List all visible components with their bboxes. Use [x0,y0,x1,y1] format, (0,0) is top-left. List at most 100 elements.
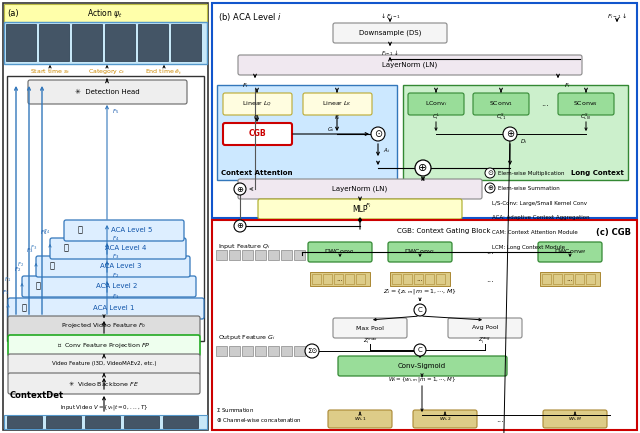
FancyBboxPatch shape [238,55,582,75]
Bar [216,346,227,356]
Text: Linear $L_K$: Linear $L_K$ [322,100,352,108]
Text: DWConv$_1$: DWConv$_1$ [324,248,356,256]
Bar [212,3,637,218]
Bar [242,250,253,260]
Text: Start time $s_t$: Start time $s_t$ [30,68,70,77]
FancyBboxPatch shape [238,179,482,199]
Text: $w_{i,M}$: $w_{i,M}$ [568,415,582,423]
Bar [323,274,332,284]
FancyBboxPatch shape [8,373,200,394]
FancyBboxPatch shape [50,238,186,259]
Text: 🔥: 🔥 [49,262,54,271]
Bar [212,220,637,430]
Text: ...: ... [486,248,494,256]
Text: $F_4$: $F_4$ [43,228,50,236]
Bar [7,76,204,341]
Bar [540,272,600,286]
Text: 🔥: 🔥 [63,243,68,252]
Text: ⊕: ⊕ [419,163,428,173]
Text: $Z_i^{max}$: $Z_i^{max}$ [363,336,378,346]
Text: Input Feature $Q_i$: Input Feature $Q_i$ [218,242,270,251]
Text: $F_1$: $F_1$ [4,275,11,284]
Bar [403,274,412,284]
Bar [553,274,562,284]
Text: ...: ... [417,276,424,282]
Bar [356,274,365,284]
Text: ACA Level 2: ACA Level 2 [96,283,138,289]
FancyBboxPatch shape [28,80,187,104]
Circle shape [485,183,495,193]
FancyBboxPatch shape [308,242,372,262]
Text: 🔥: 🔥 [35,281,40,291]
Bar [255,346,266,356]
Text: ACA: Adaptive Context Aggregation: ACA: Adaptive Context Aggregation [492,216,589,220]
Text: ContextDet: ContextDet [10,391,64,400]
Bar [575,274,584,284]
Bar [281,346,292,356]
Bar [586,274,595,284]
Bar [216,250,227,260]
Text: $\Sigma$ Summation: $\Sigma$ Summation [216,406,254,414]
Text: Elem-wise Summation: Elem-wise Summation [498,185,560,191]
Text: ⊕: ⊕ [506,129,514,139]
Bar [4,22,207,64]
Text: $K_i$: $K_i$ [333,113,340,123]
Text: Input Video $V=\{v_t|t=0,...,T\}$: Input Video $V=\{v_t|t=0,...,T\}$ [60,404,148,413]
Text: DWConv$_M$: DWConv$_M$ [554,248,586,256]
Text: Video Feature (I3D, VideoMAEv2, etc.): Video Feature (I3D, VideoMAEv2, etc.) [52,362,156,366]
Text: Output Feature $G_i$: Output Feature $G_i$ [218,333,276,343]
Text: $R_i$: $R_i$ [420,175,426,184]
Text: $F_{i-1}\downarrow$: $F_{i-1}\downarrow$ [607,11,627,21]
Text: $C_{i,1}^S$: $C_{i,1}^S$ [495,112,506,122]
Text: Context Attention: Context Attention [221,170,292,176]
Text: ...: ... [486,275,494,284]
FancyBboxPatch shape [223,123,292,145]
FancyBboxPatch shape [448,318,522,338]
Text: $F_i$: $F_i$ [564,81,571,90]
Bar [229,346,240,356]
Text: $A_i$: $A_i$ [383,146,390,155]
Text: Conv-Sigmoid: Conv-Sigmoid [398,363,446,369]
FancyBboxPatch shape [36,256,190,277]
Text: $W_i=\{w_{i,m}\,|\,m=1,\cdots,M\}$: $W_i=\{w_{i,m}\,|\,m=1,\cdots,M\}$ [388,375,456,385]
Text: CAM: Context Attention Module: CAM: Context Attention Module [492,230,578,236]
Text: $Q_i$: $Q_i$ [253,113,260,123]
Circle shape [485,168,495,178]
Text: $F_3$: $F_3$ [30,243,37,252]
Text: $Z_i=\{z_{i,m}\,|\,m=1,\cdots,M\}$: $Z_i=\{z_{i,m}\,|\,m=1,\cdots,M\}$ [383,288,457,297]
Text: End time $\hat{e}_t$: End time $\hat{e}_t$ [145,67,183,77]
FancyBboxPatch shape [333,23,447,43]
Bar [163,416,198,428]
Text: L/S-Conv: Large/Small Kernel Conv: L/S-Conv: Large/Small Kernel Conv [492,200,587,206]
FancyBboxPatch shape [538,242,602,262]
Bar [542,274,551,284]
Text: $F_3$: $F_3$ [112,252,119,262]
Bar [217,85,397,180]
Bar [39,24,69,61]
Text: ⊙: ⊙ [374,129,382,139]
Text: 🔥  Conv Feature Projection $FP$: 🔥 Conv Feature Projection $FP$ [57,340,151,349]
Text: $F_2$: $F_2$ [112,271,119,281]
FancyBboxPatch shape [258,199,462,219]
Text: $w_{i,2}$: $w_{i,2}$ [438,415,451,423]
FancyBboxPatch shape [22,276,196,297]
Text: Category $c_t$: Category $c_t$ [88,68,126,77]
FancyBboxPatch shape [543,410,607,428]
Text: MLP: MLP [352,204,368,213]
Bar [124,416,159,428]
Bar [345,274,354,284]
Bar [310,272,370,286]
FancyBboxPatch shape [8,316,200,337]
Bar [255,250,266,260]
Bar [425,274,434,284]
FancyBboxPatch shape [413,410,477,428]
Bar [72,24,102,61]
Circle shape [414,344,426,356]
Circle shape [371,127,385,141]
Text: $\downarrow F_{i-1}$: $\downarrow F_{i-1}$ [379,11,401,21]
FancyBboxPatch shape [8,335,200,356]
Text: (a): (a) [7,9,19,18]
Bar [414,274,423,284]
Text: C: C [418,347,422,353]
Text: $F_1$: $F_1$ [112,293,119,301]
